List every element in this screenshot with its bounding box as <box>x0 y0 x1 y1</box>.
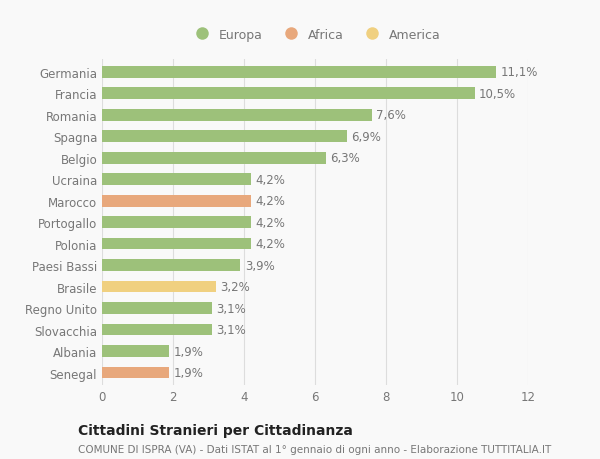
Bar <box>102 152 326 164</box>
Bar <box>102 88 475 100</box>
Text: 4,2%: 4,2% <box>256 216 285 229</box>
Bar <box>102 217 251 229</box>
Text: 11,1%: 11,1% <box>500 66 538 79</box>
Text: 4,2%: 4,2% <box>256 173 285 186</box>
Bar <box>102 67 496 78</box>
Bar <box>102 281 215 293</box>
Bar <box>102 238 251 250</box>
Bar <box>102 174 251 185</box>
Bar <box>102 302 212 314</box>
Text: 3,2%: 3,2% <box>220 280 250 293</box>
Bar <box>102 345 169 357</box>
Bar <box>102 131 347 143</box>
Text: 3,1%: 3,1% <box>217 302 246 315</box>
Text: 6,3%: 6,3% <box>330 152 359 165</box>
Text: 4,2%: 4,2% <box>256 238 285 251</box>
Bar <box>102 110 372 121</box>
Text: 3,1%: 3,1% <box>217 323 246 336</box>
Text: 4,2%: 4,2% <box>256 195 285 207</box>
Text: 7,6%: 7,6% <box>376 109 406 122</box>
Bar <box>102 260 241 271</box>
Text: 10,5%: 10,5% <box>479 88 516 101</box>
Text: 1,9%: 1,9% <box>174 345 203 358</box>
Text: Cittadini Stranieri per Cittadinanza: Cittadini Stranieri per Cittadinanza <box>78 423 353 437</box>
Bar <box>102 195 251 207</box>
Text: 6,9%: 6,9% <box>351 130 381 143</box>
Text: 1,9%: 1,9% <box>174 366 203 379</box>
Text: COMUNE DI ISPRA (VA) - Dati ISTAT al 1° gennaio di ogni anno - Elaborazione TUTT: COMUNE DI ISPRA (VA) - Dati ISTAT al 1° … <box>78 444 551 454</box>
Legend: Europa, Africa, America: Europa, Africa, America <box>184 23 446 46</box>
Bar <box>102 367 169 379</box>
Bar <box>102 324 212 336</box>
Text: 3,9%: 3,9% <box>245 259 274 272</box>
